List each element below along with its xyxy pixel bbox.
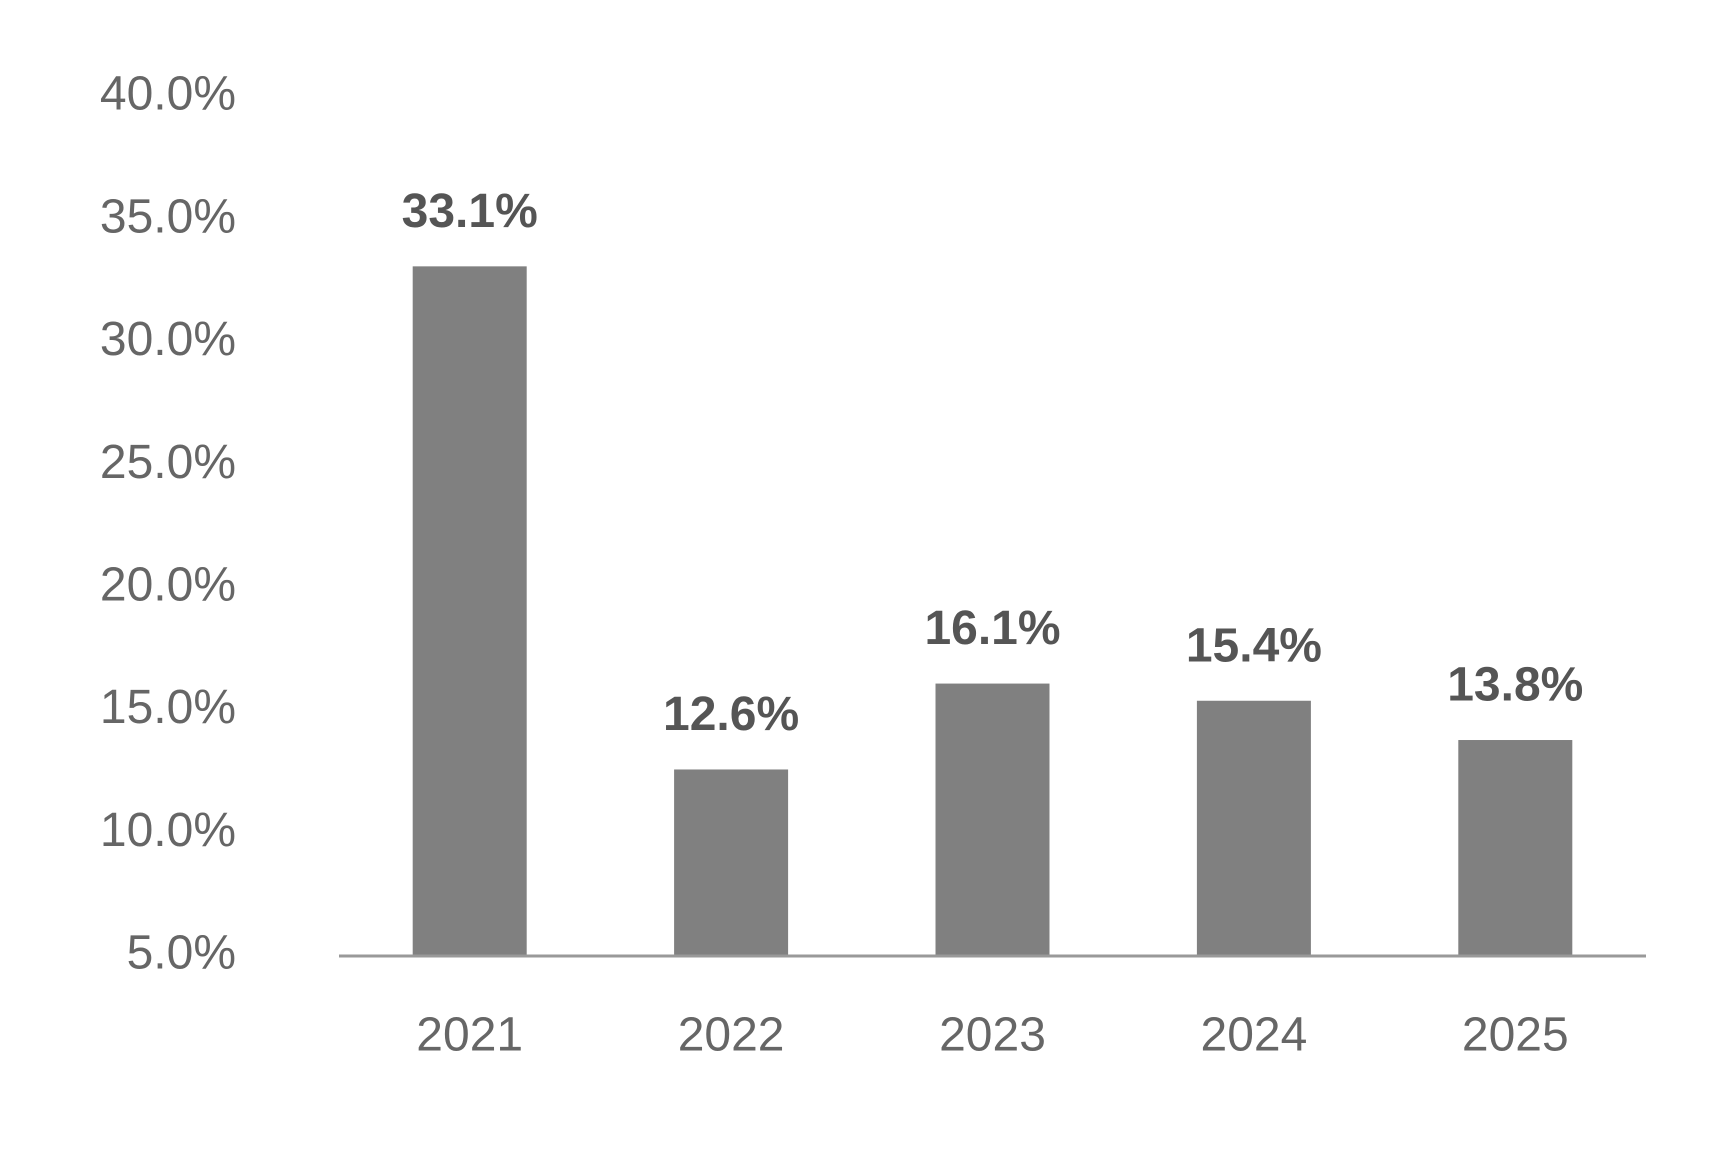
y-tick-label: 40.0% — [100, 68, 236, 121]
y-tick-label: 10.0% — [100, 804, 236, 857]
x-tick-label: 2021 — [416, 1009, 523, 1062]
x-tick-label: 2022 — [678, 1009, 785, 1062]
y-tick-label: 35.0% — [100, 190, 236, 243]
bar — [935, 683, 1050, 956]
y-tick-label: 20.0% — [100, 559, 236, 612]
x-tick-label: 2024 — [1201, 1009, 1308, 1062]
bar — [1458, 740, 1573, 956]
y-tick-label: 25.0% — [100, 436, 236, 489]
y-tick-label: 5.0% — [127, 927, 236, 980]
value-label: 12.6% — [663, 688, 799, 741]
y-tick-label: 15.0% — [100, 681, 236, 734]
x-tick-label: 2023 — [939, 1009, 1046, 1062]
value-label: 15.4% — [1186, 619, 1322, 672]
value-label: 13.8% — [1447, 659, 1583, 712]
y-tick-label: 30.0% — [100, 313, 236, 366]
bar — [674, 769, 789, 956]
value-label: 33.1% — [402, 185, 538, 238]
bar — [1196, 700, 1311, 956]
bar — [412, 266, 527, 956]
value-label: 16.1% — [924, 602, 1060, 655]
x-tick-label: 2025 — [1462, 1009, 1569, 1062]
